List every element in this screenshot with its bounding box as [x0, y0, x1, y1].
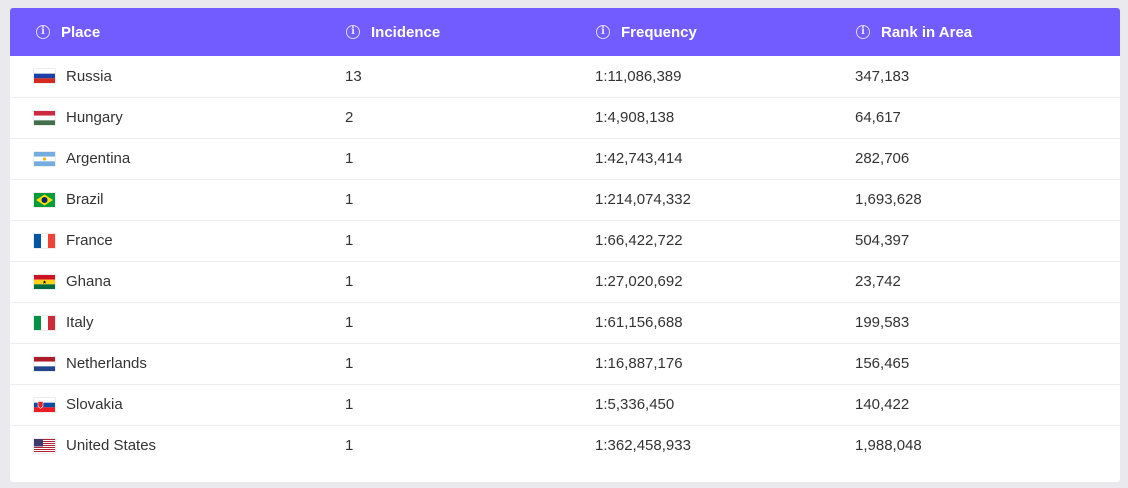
- table-row[interactable]: Brazil 1 1:214,074,332 1,693,628: [10, 179, 1120, 220]
- info-icon[interactable]: i: [856, 25, 870, 39]
- rank-cell: 282,706: [855, 150, 910, 167]
- place-name[interactable]: Italy: [66, 314, 94, 331]
- place-name[interactable]: Russia: [66, 67, 112, 85]
- place-cell[interactable]: France: [10, 220, 320, 261]
- column-header-rank-in-area[interactable]: i Rank in Area: [830, 8, 1120, 56]
- column-header-incidence[interactable]: i Incidence: [320, 8, 570, 56]
- place-name[interactable]: Brazil: [66, 191, 104, 208]
- frequency-cell: 1:362,458,933: [595, 437, 691, 455]
- column-header-place[interactable]: i Place: [10, 8, 320, 56]
- rank-cell: 64,617: [855, 109, 901, 126]
- place-cell[interactable]: Argentina: [10, 138, 320, 179]
- france-flag-icon: [34, 233, 66, 248]
- place-name[interactable]: Slovakia: [66, 396, 123, 413]
- incidence-cell: 1: [345, 437, 354, 455]
- table-body: Russia 13 1:11,086,389 347,183 Hungary 2…: [10, 56, 1120, 466]
- rank-cell: 156,465: [855, 355, 910, 372]
- place-name[interactable]: Hungary: [66, 109, 123, 126]
- incidence-cell: 1: [345, 232, 354, 249]
- column-header-label: Incidence: [371, 23, 441, 41]
- table-row[interactable]: France 1 1:66,422,722 504,397: [10, 220, 1120, 261]
- place-cell[interactable]: Brazil: [10, 179, 320, 220]
- argentina-flag-icon: [34, 151, 66, 166]
- incidence-cell: 1: [345, 355, 354, 372]
- header-row: i Place i Incidence i Frequency i Rank in Ar…: [10, 8, 1120, 56]
- info-icon[interactable]: i: [596, 25, 610, 39]
- russia-flag-icon: [34, 69, 66, 84]
- column-header-label: Rank in Area: [881, 23, 973, 41]
- place-name[interactable]: Argentina: [66, 150, 131, 167]
- rank-cell: 1,988,048: [855, 437, 922, 455]
- rank-cell: 23,742: [855, 273, 901, 290]
- table-row[interactable]: Argentina 1 1:42,743,414 282,706: [10, 138, 1120, 179]
- place-cell[interactable]: Netherlands: [10, 343, 320, 384]
- place-cell[interactable]: Slovakia: [10, 384, 320, 425]
- frequency-cell: 1:11,086,389: [595, 67, 682, 85]
- incidence-cell: 1: [345, 191, 354, 208]
- table-row[interactable]: Italy 1 1:61,156,688 199,583: [10, 302, 1120, 343]
- table-row[interactable]: Russia 13 1:11,086,389 347,183: [10, 56, 1120, 97]
- rank-cell: 504,397: [855, 232, 910, 249]
- info-icon[interactable]: i: [346, 25, 360, 39]
- rank-cell: 140,422: [855, 396, 910, 413]
- table-row[interactable]: United States 1 1:362,458,933 1,988,048: [10, 425, 1120, 466]
- frequency-cell: 1:4,908,138: [595, 109, 675, 126]
- frequency-cell: 1:27,020,692: [595, 273, 683, 290]
- place-name[interactable]: United States: [66, 437, 157, 455]
- netherlands-flag-icon: [34, 356, 66, 371]
- incidence-cell: 2: [345, 109, 354, 126]
- brazil-flag-icon: [34, 192, 66, 207]
- table-row[interactable]: Netherlands 1 1:16,887,176 156,465: [10, 343, 1120, 384]
- place-name[interactable]: Netherlands: [66, 355, 147, 372]
- surname-distribution-table-card: i Place i Incidence i Frequency i Rank in Ar…: [10, 8, 1120, 482]
- info-icon[interactable]: i: [36, 25, 50, 39]
- distribution-table: i Place i Incidence i Frequency i Rank in Ar…: [10, 8, 1120, 466]
- united-states-flag-icon: [34, 438, 66, 453]
- italy-flag-icon: [34, 315, 66, 330]
- incidence-cell: 1: [345, 273, 354, 290]
- table-row[interactable]: Slovakia 1 1:5,336,450 140,422: [10, 384, 1120, 425]
- place-cell[interactable]: Ghana: [10, 261, 320, 302]
- table-header: i Place i Incidence i Frequency i Rank in Ar…: [10, 8, 1120, 56]
- frequency-cell: 1:61,156,688: [595, 314, 683, 331]
- incidence-cell: 1: [345, 396, 354, 413]
- incidence-cell: 1: [345, 314, 354, 331]
- place-cell[interactable]: Russia: [10, 56, 320, 97]
- column-header-label: Frequency: [621, 23, 697, 41]
- incidence-cell: 13: [345, 67, 362, 85]
- incidence-cell: 1: [345, 150, 354, 167]
- place-name[interactable]: Ghana: [66, 273, 112, 290]
- hungary-flag-icon: [34, 110, 66, 125]
- frequency-cell: 1:66,422,722: [595, 232, 683, 249]
- table-row[interactable]: Ghana 1 1:27,020,692 23,742: [10, 261, 1120, 302]
- rank-cell: 199,583: [855, 314, 910, 331]
- frequency-cell: 1:5,336,450: [595, 396, 675, 413]
- ghana-flag-icon: [34, 274, 66, 289]
- rank-cell: 1,693,628: [855, 191, 922, 208]
- column-header-label: Place: [61, 23, 101, 41]
- place-cell[interactable]: Italy: [10, 302, 320, 343]
- slovakia-flag-icon: [34, 397, 66, 412]
- table-row[interactable]: Hungary 2 1:4,908,138 64,617: [10, 97, 1120, 138]
- rank-cell: 347,183: [855, 67, 910, 85]
- place-cell[interactable]: United States: [10, 425, 320, 466]
- frequency-cell: 1:42,743,414: [595, 150, 683, 167]
- column-header-frequency[interactable]: i Frequency: [570, 8, 830, 56]
- place-cell[interactable]: Hungary: [10, 97, 320, 138]
- frequency-cell: 1:16,887,176: [595, 355, 683, 372]
- frequency-cell: 1:214,074,332: [595, 191, 691, 208]
- place-name[interactable]: France: [66, 232, 113, 249]
